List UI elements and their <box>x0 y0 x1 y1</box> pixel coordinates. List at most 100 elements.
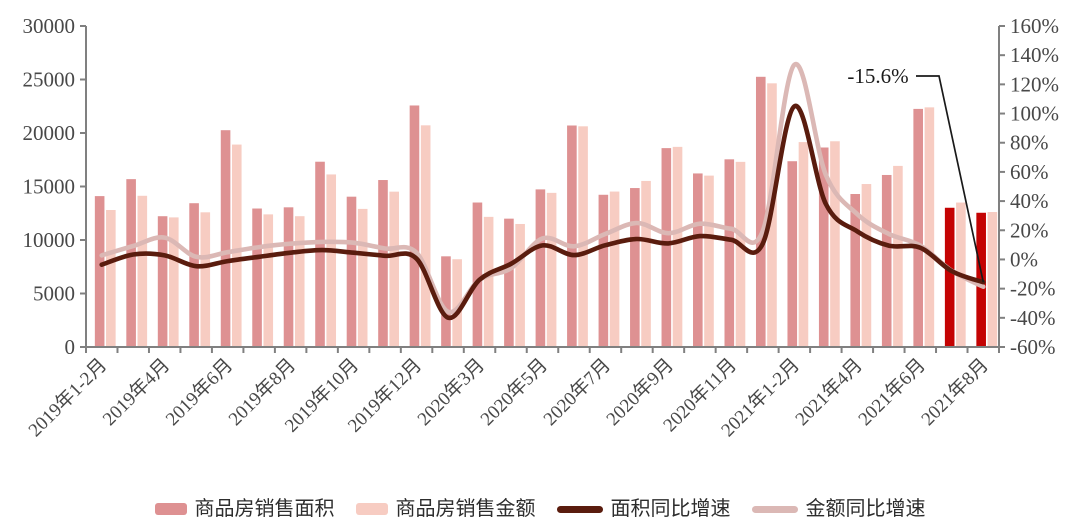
bar <box>263 214 274 347</box>
bar <box>830 141 840 347</box>
left-axis-label: 30000 <box>23 14 76 38</box>
bar <box>441 256 451 347</box>
bar <box>200 212 211 347</box>
bar <box>157 216 168 347</box>
bar <box>346 196 357 347</box>
bar <box>409 105 420 347</box>
left-axis-label: 25000 <box>23 68 76 92</box>
bar <box>630 188 640 347</box>
left-axis-label: 15000 <box>23 175 76 199</box>
bar <box>598 194 609 347</box>
bar <box>987 212 998 347</box>
left-axis-label: 0 <box>65 335 76 359</box>
legend-item-area-yoy: 面积同比增速 <box>556 498 731 520</box>
bar <box>126 179 136 347</box>
bars-sales-area <box>94 76 986 348</box>
bar <box>578 126 588 347</box>
left-axis-label: 5000 <box>33 282 75 306</box>
annotation-callout-line <box>916 75 985 283</box>
bar <box>924 107 935 347</box>
bar <box>294 216 305 347</box>
line-amount-yoy <box>99 62 986 315</box>
bar <box>472 202 483 347</box>
x-axis-label: 2019年4月 <box>98 354 174 430</box>
bar <box>420 125 431 347</box>
bar <box>787 161 798 347</box>
legend-label-sales-area: 商品房销售面积 <box>194 498 335 520</box>
bar <box>106 210 116 347</box>
chart-legend: 商品房销售面积 商品房销售金额 面积同比增速 金额同比增速 <box>0 494 1080 524</box>
bar <box>357 208 368 347</box>
legend-label-amount-yoy: 金额同比增速 <box>805 498 926 520</box>
left-axis-label: 20000 <box>23 121 76 145</box>
bar <box>850 194 861 347</box>
bar <box>252 208 262 347</box>
x-axis-label: 2021年4月 <box>791 354 867 430</box>
x-axis-label: 2019年1-2月 <box>24 354 111 441</box>
bar <box>94 196 105 347</box>
annotation-text: -15.6% <box>847 64 908 88</box>
legend-label-area-yoy: 面积同比增速 <box>610 498 731 520</box>
legend-swatch-sales-amount-bar <box>355 503 388 515</box>
bar <box>661 148 672 347</box>
bar <box>735 161 746 347</box>
right-axis-label: -20% <box>1010 277 1056 301</box>
left-axis-label: 10000 <box>23 228 76 252</box>
bar <box>546 192 557 347</box>
right-axis-label: 120% <box>1010 72 1059 96</box>
bar <box>704 175 714 347</box>
bar <box>220 130 231 347</box>
bar <box>818 147 829 347</box>
x-axis-label: 2020年3月 <box>413 354 489 430</box>
bar <box>452 259 462 347</box>
x-axis-label: 2021年6月 <box>854 354 930 430</box>
bar <box>913 108 923 348</box>
right-axis-label: 80% <box>1010 131 1049 155</box>
legend-label-sales-amount: 商品房销售金额 <box>395 498 536 520</box>
x-axis-label: 2021年8月 <box>917 354 993 430</box>
bar <box>315 161 325 347</box>
x-axis-label: 2020年7月 <box>539 354 615 430</box>
right-axis-label: -40% <box>1010 306 1056 330</box>
legend-swatch-amount-yoy-line <box>751 505 798 513</box>
bar <box>944 207 955 347</box>
x-axis-label: 2020年5月 <box>476 354 552 430</box>
bar <box>389 191 399 347</box>
bar <box>169 217 179 347</box>
legend-swatch-area-yoy-line <box>556 505 603 513</box>
bar <box>755 76 766 348</box>
legend-item-sales-area: 商品房销售面积 <box>154 498 335 520</box>
bar <box>378 180 388 347</box>
bar <box>881 174 892 347</box>
right-axis-label: 0% <box>1010 247 1038 271</box>
bar <box>641 180 651 347</box>
right-axis-label: 60% <box>1010 160 1049 184</box>
bar <box>861 184 872 347</box>
bar <box>672 146 683 347</box>
right-axis-label: -60% <box>1010 335 1056 359</box>
right-axis-label: 140% <box>1010 43 1059 67</box>
bar <box>567 125 577 347</box>
bar <box>515 223 525 347</box>
bar <box>231 144 242 347</box>
bars-sales-amount <box>106 83 998 347</box>
bar <box>326 174 337 347</box>
bar <box>693 173 703 347</box>
bar <box>535 189 546 347</box>
x-axis-label: 2019年6月 <box>161 354 237 430</box>
bar <box>893 165 903 347</box>
legend-swatch-sales-area-bar <box>154 503 187 515</box>
right-axis-label: 20% <box>1010 218 1049 242</box>
bar <box>283 207 294 347</box>
bar <box>483 216 494 347</box>
legend-item-amount-yoy: 金额同比增速 <box>751 498 926 520</box>
right-axis-label: 100% <box>1010 102 1059 126</box>
right-axis-label: 40% <box>1010 189 1049 213</box>
right-axis-label: 160% <box>1010 14 1059 38</box>
bar <box>189 203 199 347</box>
legend-item-sales-amount: 商品房销售金额 <box>355 498 536 520</box>
bar <box>724 159 735 347</box>
bar <box>137 195 148 347</box>
line-area-yoy <box>99 103 986 321</box>
